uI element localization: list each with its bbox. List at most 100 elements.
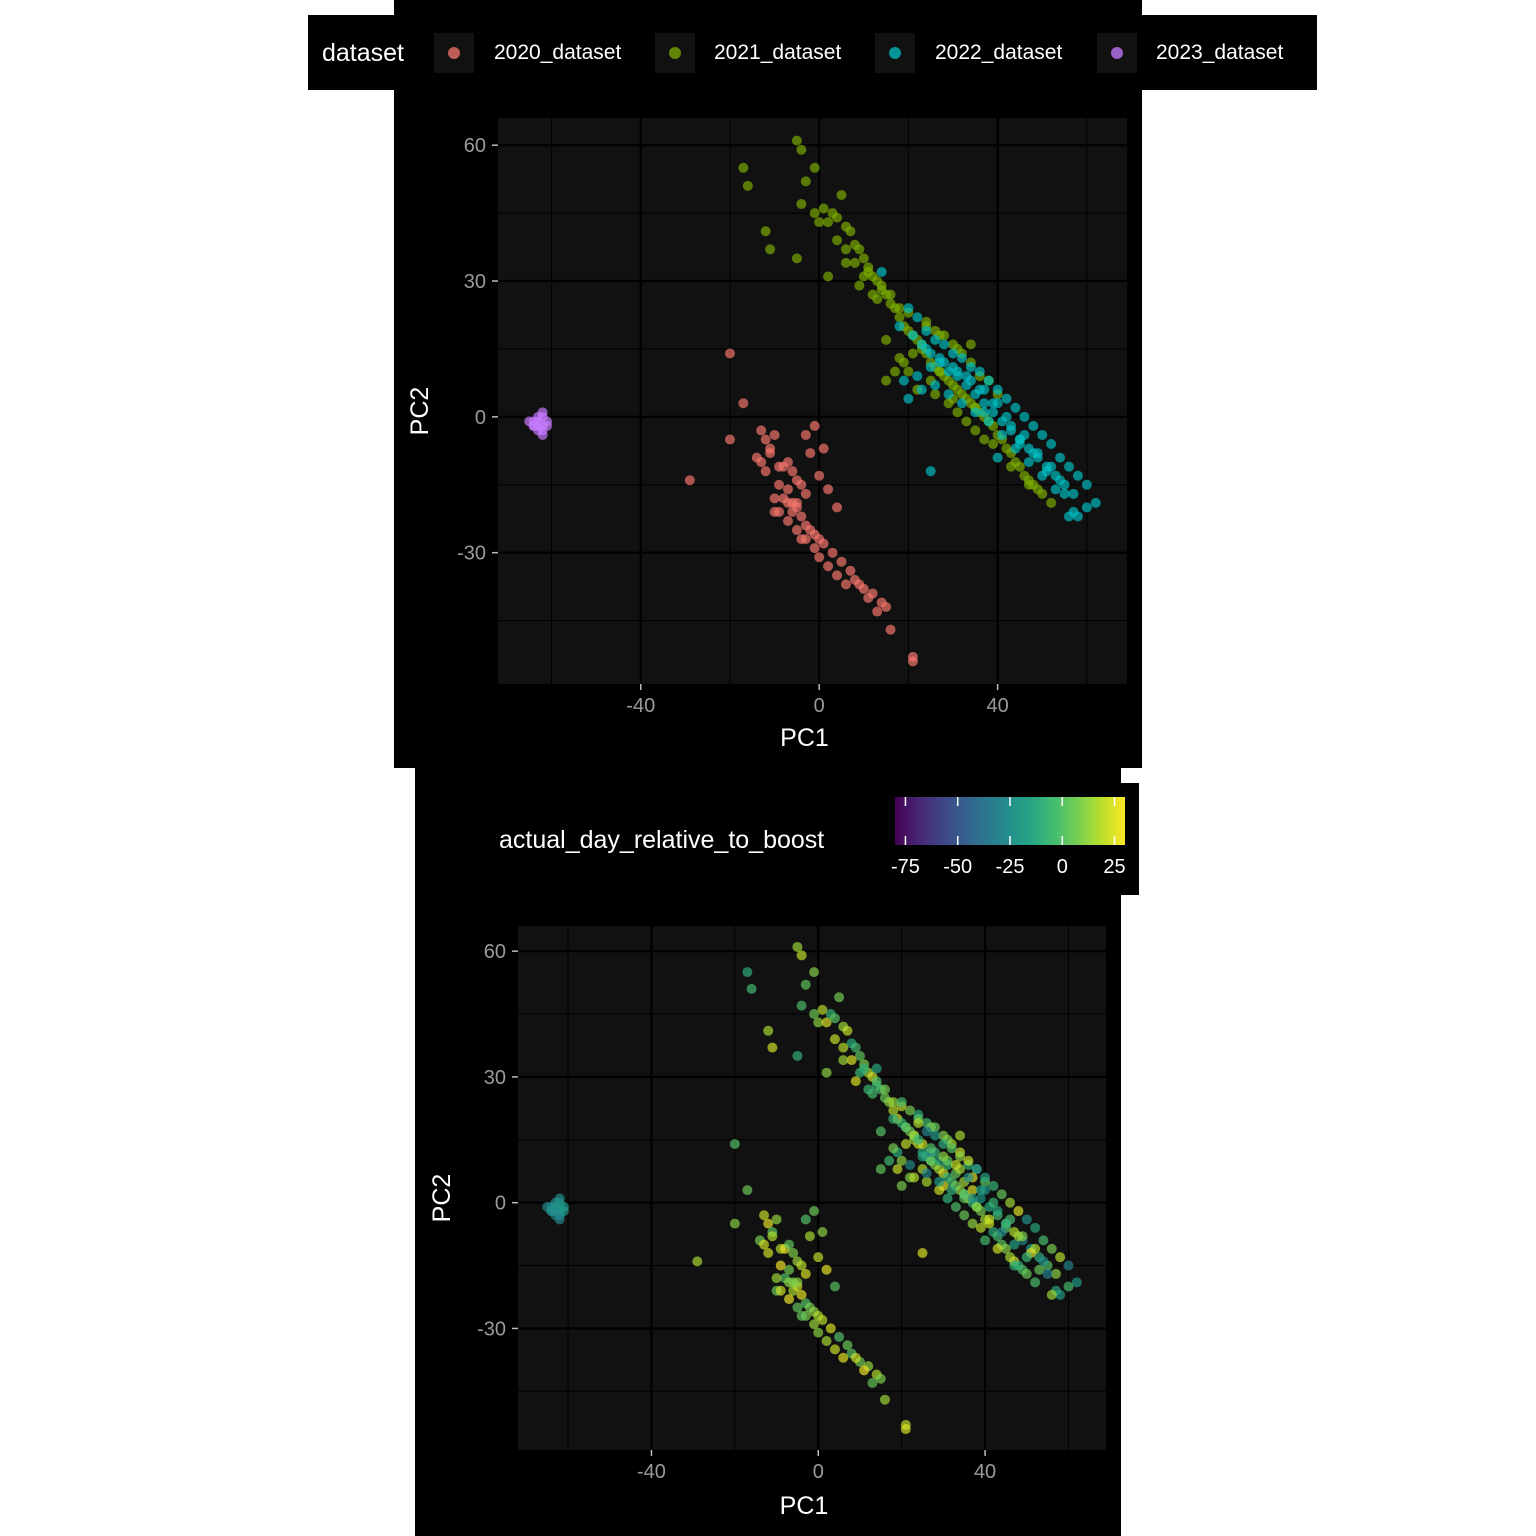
data-point-2020_dataset — [724, 434, 735, 445]
legend-dot-2021 — [669, 47, 681, 59]
data-point-2022_dataset — [1050, 1268, 1061, 1279]
data-point-2020_dataset — [817, 1315, 828, 1326]
data-point-2021_dataset — [1014, 461, 1025, 472]
data-point-2020_dataset — [836, 556, 847, 567]
data-point-2020_dataset — [809, 543, 820, 554]
data-point-2020_dataset — [782, 484, 793, 495]
data-point-2021_dataset — [834, 992, 845, 1003]
data-point-2021_dataset — [1009, 1260, 1020, 1271]
data-point-2021_dataset — [879, 1084, 890, 1095]
data-point-2022_dataset — [913, 1134, 924, 1145]
y-tick-label: 60 — [484, 941, 506, 963]
data-point-2020_dataset — [788, 1247, 799, 1258]
data-point-2020_dataset — [756, 457, 767, 468]
x-tick-label: 0 — [813, 1461, 824, 1483]
data-point-2020_dataset — [796, 1260, 807, 1271]
data-point-2021_dataset — [791, 253, 802, 264]
legend-dot-2022 — [889, 47, 901, 59]
data-point-2020_dataset — [782, 457, 793, 468]
x-tick-label: 40 — [974, 1461, 996, 1483]
data-point-2021_dataset — [961, 416, 972, 427]
data-point-2021_dataset — [907, 348, 918, 359]
data-point-2020_dataset — [872, 606, 883, 617]
data-point-2022_dataset — [992, 452, 1003, 463]
colorbar-tick-label: -50 — [943, 856, 972, 878]
data-point-2021_dataset — [970, 425, 981, 436]
colorbar-legend-title: actual_day_relative_to_boost — [499, 826, 825, 854]
x-tick-label: 40 — [987, 695, 1009, 717]
data-point-2021_dataset — [763, 1025, 774, 1036]
data-point-2020_dataset — [796, 1310, 807, 1321]
data-point-2022_dataset — [1000, 1218, 1011, 1229]
data-point-2021_dataset — [792, 941, 803, 952]
data-point-2022_dataset — [1059, 488, 1070, 499]
data-point-2021_dataset — [1023, 479, 1034, 490]
data-point-2020_dataset — [832, 502, 843, 513]
data-point-2020_dataset — [823, 561, 834, 572]
data-point-2022_dataset — [1019, 411, 1030, 422]
data-point-2021_dataset — [813, 1017, 824, 1028]
data-point-2020_dataset — [800, 1214, 811, 1225]
data-point-2020_dataset — [729, 1138, 740, 1149]
data-point-2022_dataset — [980, 1172, 991, 1183]
data-point-2021_dataset — [746, 983, 757, 994]
data-point-2022_dataset — [996, 1227, 1007, 1238]
data-point-2022_dataset — [1063, 1281, 1074, 1292]
data-point-2023_dataset — [546, 1206, 557, 1217]
data-point-2022_dataset — [992, 384, 1003, 395]
data-point-2021_dataset — [832, 212, 843, 223]
x-tick-label: -40 — [637, 1461, 666, 1483]
plot-background-1 — [518, 926, 1106, 1450]
data-point-2021_dataset — [792, 1050, 803, 1061]
data-point-2022_dataset — [912, 312, 923, 323]
data-point-2022_dataset — [898, 375, 909, 386]
data-point-2021_dataset — [809, 208, 820, 219]
data-point-2021_dataset — [1037, 488, 1048, 499]
data-point-2021_dataset — [840, 257, 851, 268]
data-point-2021_dataset — [894, 303, 905, 314]
data-point-2022_dataset — [1055, 1252, 1066, 1263]
data-point-2022_dataset — [948, 348, 959, 359]
data-point-2021_dataset — [925, 1155, 936, 1166]
data-point-2022_dataset — [1006, 420, 1017, 431]
data-point-2020_dataset — [774, 506, 785, 517]
legend-key-2021 — [655, 33, 695, 73]
data-point-2021_dataset — [767, 1042, 778, 1053]
data-point-2021_dataset — [800, 979, 811, 990]
data-point-2021_dataset — [738, 162, 749, 173]
data-point-2022_dataset — [934, 352, 945, 363]
y-tick-label: -30 — [477, 1318, 506, 1340]
data-point-2021_dataset — [845, 226, 856, 237]
data-point-2022_dataset — [1013, 1231, 1024, 1242]
data-point-2021_dataset — [829, 1013, 840, 1024]
data-point-2022_dataset — [975, 1185, 986, 1196]
data-point-2021_dataset — [832, 235, 843, 246]
data-point-2020_dataset — [775, 1285, 786, 1296]
data-point-2020_dataset — [742, 1185, 753, 1196]
data-point-2021_dataset — [821, 1017, 832, 1028]
x-axis-title: PC1 — [780, 1492, 829, 1520]
data-point-2022_dataset — [1028, 448, 1039, 459]
data-point-2020_dataset — [821, 1336, 832, 1347]
data-point-2022_dataset — [1046, 439, 1057, 450]
y-tick-label: -30 — [457, 543, 486, 565]
data-point-2020_dataset — [842, 1340, 853, 1351]
data-point-2022_dataset — [921, 343, 932, 354]
y-axis-title: PC2 — [428, 1174, 456, 1223]
data-point-2020_dataset — [724, 348, 735, 359]
data-point-2021_dataset — [742, 180, 753, 191]
data-point-2022_dataset — [1021, 1214, 1032, 1225]
data-point-2021_dataset — [818, 203, 829, 214]
data-point-2021_dataset — [838, 1042, 849, 1053]
data-point-2020_dataset — [818, 443, 829, 454]
legend-dot-2023 — [1111, 47, 1123, 59]
data-point-2020_dataset — [760, 466, 771, 477]
data-point-2021_dataset — [1006, 461, 1017, 472]
data-point-2021_dataset — [875, 1126, 886, 1137]
data-point-2022_dataset — [1037, 470, 1048, 481]
y-tick-label: 0 — [475, 407, 486, 429]
data-point-2020_dataset — [800, 429, 811, 440]
data-point-2022_dataset — [1023, 457, 1034, 468]
data-point-2022_dataset — [905, 1159, 915, 1170]
data-point-2020_dataset — [765, 448, 776, 459]
